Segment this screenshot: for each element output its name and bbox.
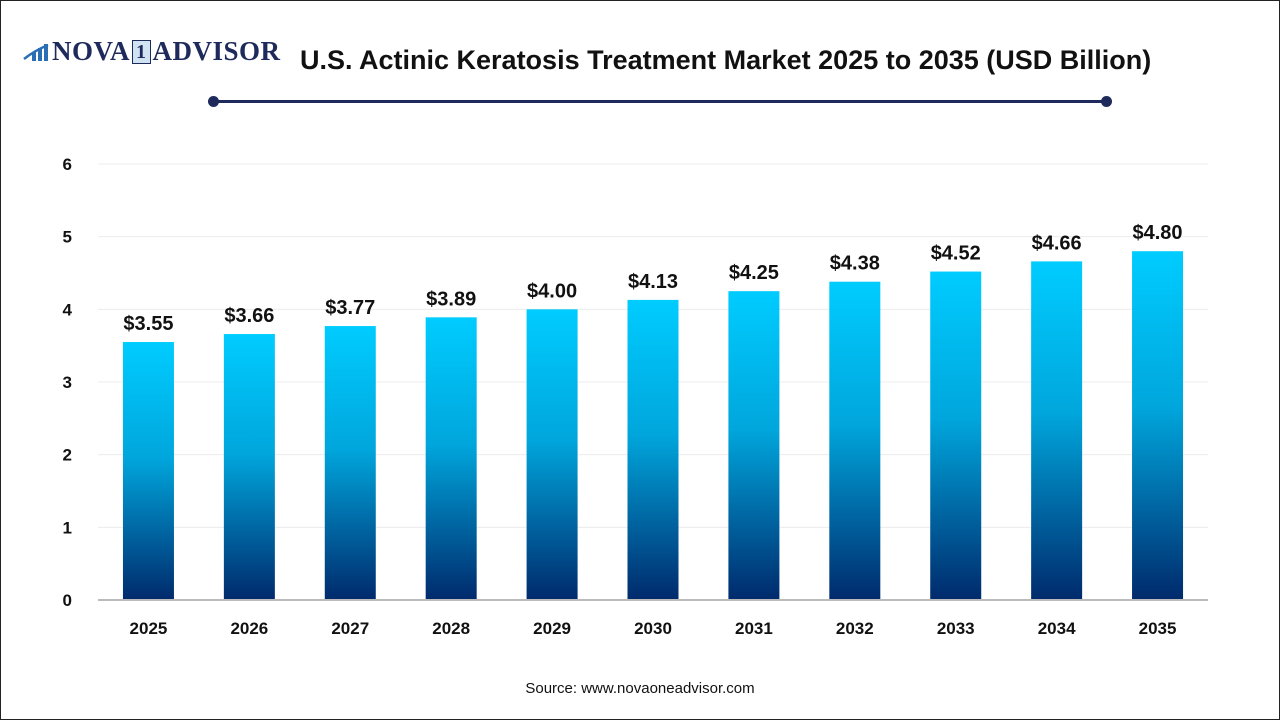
data-label: $3.66 [224, 305, 274, 327]
y-tick-label: 1 [63, 518, 72, 537]
bar [223, 334, 275, 600]
x-tick-label: 2030 [634, 619, 672, 638]
x-tick-label: 2025 [130, 619, 168, 638]
bar [1031, 261, 1083, 600]
data-label: $4.80 [1133, 222, 1183, 244]
y-tick-label: 0 [63, 591, 72, 610]
data-label: $4.38 [830, 253, 880, 275]
x-tick-label: 2027 [331, 619, 369, 638]
data-label: $4.25 [729, 262, 779, 284]
chart-title: U.S. Actinic Keratosis Treatment Market … [300, 45, 1152, 75]
y-tick-label: 4 [63, 300, 73, 319]
y-tick-label: 5 [63, 228, 72, 247]
bar [122, 342, 174, 600]
bar [1132, 251, 1184, 600]
y-tick-label: 2 [63, 446, 72, 465]
logo-text-right: ADVISOR [152, 36, 281, 66]
underline-dot-left [208, 96, 219, 107]
logo-text-left: NOVA [52, 36, 131, 66]
data-label: $4.13 [628, 271, 678, 293]
bar [324, 326, 376, 600]
source-note: Source: www.novaoneadvisor.com [525, 680, 755, 697]
x-tick-label: 2026 [230, 619, 268, 638]
data-label: $3.77 [325, 297, 375, 319]
underline-dot-right [1101, 96, 1112, 107]
data-label: $3.55 [123, 313, 173, 335]
x-tick-label: 2032 [836, 619, 874, 638]
data-label: $4.66 [1032, 232, 1082, 254]
bar [728, 291, 780, 600]
bar [627, 299, 679, 600]
x-tick-label: 2035 [1139, 619, 1177, 638]
bar [829, 281, 881, 600]
bar [526, 309, 578, 600]
bar [930, 271, 982, 600]
bar [425, 317, 477, 600]
logo-bars-icon [23, 43, 49, 61]
data-label: $3.89 [426, 288, 476, 310]
x-tick-label: 2033 [937, 619, 975, 638]
x-tick-label: 2029 [533, 619, 571, 638]
logo-text-mid: 1 [132, 39, 151, 64]
title-underline [213, 100, 1106, 103]
y-tick-label: 3 [63, 373, 72, 392]
data-label: $4.00 [527, 280, 577, 302]
logo: NOVA 1 ADVISOR [22, 36, 281, 67]
x-tick-label: 2034 [1038, 619, 1076, 638]
x-tick-label: 2028 [432, 619, 470, 638]
data-label: $4.52 [931, 243, 981, 265]
x-tick-label: 2031 [735, 619, 773, 638]
y-tick-label: 6 [63, 155, 72, 174]
